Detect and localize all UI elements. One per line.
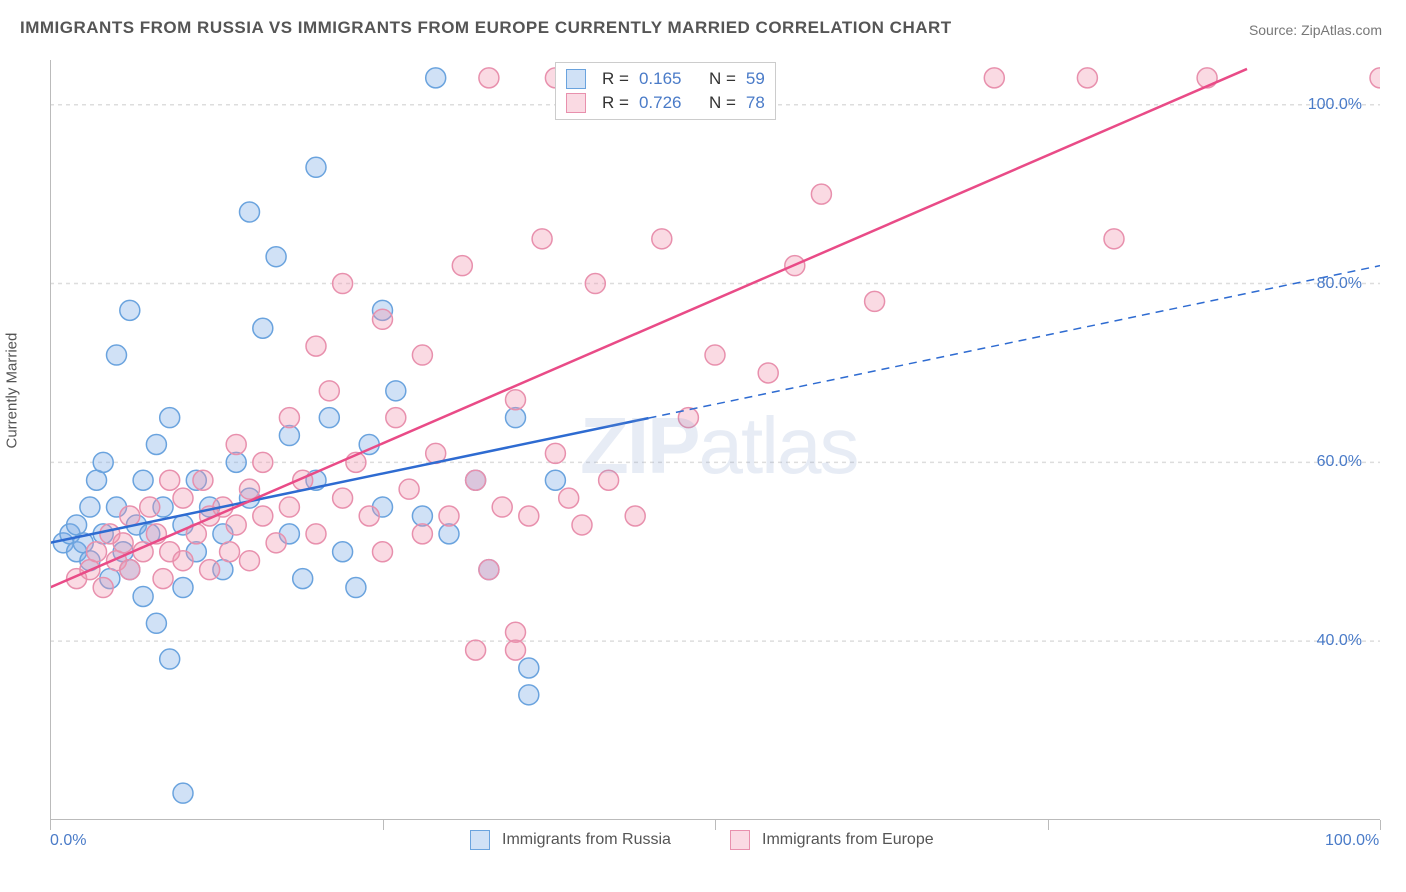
y-axis-line-left bbox=[50, 60, 51, 820]
legend-n-label: N = bbox=[709, 69, 736, 89]
x-tick-label: 0.0% bbox=[50, 832, 86, 850]
legend-r-label: R = bbox=[602, 93, 629, 113]
x-tick bbox=[1380, 820, 1381, 830]
legend-series-label: Immigrants from Europe bbox=[762, 831, 934, 849]
legend-row: R = 0.726 N = 78 bbox=[566, 91, 765, 115]
legend-n-value: 78 bbox=[746, 93, 765, 113]
legend-n-label: N = bbox=[709, 93, 736, 113]
y-tick-label: 60.0% bbox=[1317, 453, 1362, 471]
legend-swatch bbox=[566, 93, 586, 113]
legend-r-value: 0.726 bbox=[639, 93, 699, 113]
x-tick bbox=[1048, 820, 1049, 830]
x-tick bbox=[715, 820, 716, 830]
correlation-legend: R = 0.165 N = 59 R = 0.726 N = 78 bbox=[555, 62, 776, 120]
x-axis-line bbox=[50, 819, 1380, 820]
y-tick-label: 100.0% bbox=[1308, 96, 1362, 114]
legend-swatch bbox=[566, 69, 586, 89]
legend-r-value: 0.165 bbox=[639, 69, 699, 89]
bottom-legend-item: Immigrants from Europe bbox=[730, 830, 934, 850]
legend-series-label: Immigrants from Russia bbox=[502, 831, 671, 849]
x-tick bbox=[383, 820, 384, 830]
x-tick-label: 100.0% bbox=[1325, 832, 1379, 850]
y-tick-label: 80.0% bbox=[1317, 275, 1362, 293]
legend-swatch bbox=[730, 830, 750, 850]
legend-row: R = 0.165 N = 59 bbox=[566, 67, 765, 91]
chart-plot-area: ZIPatlas R = 0.165 N = 59 R = 0.726 N = … bbox=[50, 60, 1380, 820]
legend-r-label: R = bbox=[602, 69, 629, 89]
x-tick bbox=[50, 820, 51, 830]
legend-n-value: 59 bbox=[746, 69, 765, 89]
chart-title: IMMIGRANTS FROM RUSSIA VS IMMIGRANTS FRO… bbox=[20, 18, 952, 38]
y-tick-label: 40.0% bbox=[1317, 632, 1362, 650]
scatter-svg bbox=[50, 60, 1380, 820]
source-label: Source: ZipAtlas.com bbox=[1249, 22, 1382, 38]
y-axis-label: Currently Married bbox=[4, 333, 21, 449]
legend-swatch bbox=[470, 830, 490, 850]
bottom-legend-item: Immigrants from Russia bbox=[470, 830, 671, 850]
